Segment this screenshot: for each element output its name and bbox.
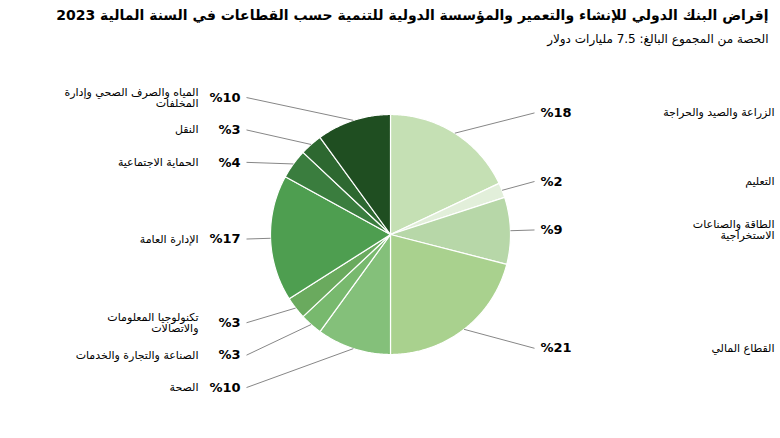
svg-text:%10: %10: [209, 380, 240, 395]
svg-text:%4: %4: [218, 155, 240, 170]
svg-text:%21: %21: [541, 340, 572, 355]
svg-text:المياه والصرف الصحي وإدارةالمخ: المياه والصرف الصحي وإدارةالمخلفات: [64, 86, 198, 110]
svg-text:%17: %17: [209, 231, 240, 246]
svg-text:%2: %2: [541, 174, 563, 189]
svg-text:الحماية الاجتماعية: الحماية الاجتماعية: [118, 156, 199, 169]
svg-text:%9: %9: [541, 222, 563, 237]
svg-text:التعليم: التعليم: [745, 175, 774, 188]
svg-text:الطاقة والصناعاتالاستخراجية: الطاقة والصناعاتالاستخراجية: [693, 218, 775, 242]
svg-text:%18: %18: [541, 105, 572, 120]
svg-text:الصحة: الصحة: [170, 381, 199, 394]
svg-text:الإدارة العامة: الإدارة العامة: [140, 233, 199, 246]
svg-text:الزراعة والصيد والحراجة: الزراعة والصيد والحراجة: [663, 106, 774, 119]
svg-text:إقراض البنك الدولي للإنشاء وال: إقراض البنك الدولي للإنشاء والتعمير والم…: [56, 7, 768, 24]
svg-text:%3: %3: [218, 347, 240, 362]
svg-text:النقل: النقل: [175, 123, 199, 136]
svg-text:الصناعة والتجارة والخدمات: الصناعة والتجارة والخدمات: [76, 349, 199, 362]
svg-text:%10: %10: [209, 90, 240, 105]
svg-text:%3: %3: [218, 315, 240, 330]
svg-text:%3: %3: [218, 122, 240, 137]
svg-text:القطاع المالي: القطاع المالي: [711, 342, 774, 355]
svg-text:تكنولوجيا المعلوماتوالاتصالات: تكنولوجيا المعلوماتوالاتصالات: [107, 311, 198, 335]
svg-text:الحصة من المجموع البالغ: 7.5 م: الحصة من المجموع البالغ: 7.5 مليارات دول…: [546, 32, 768, 47]
